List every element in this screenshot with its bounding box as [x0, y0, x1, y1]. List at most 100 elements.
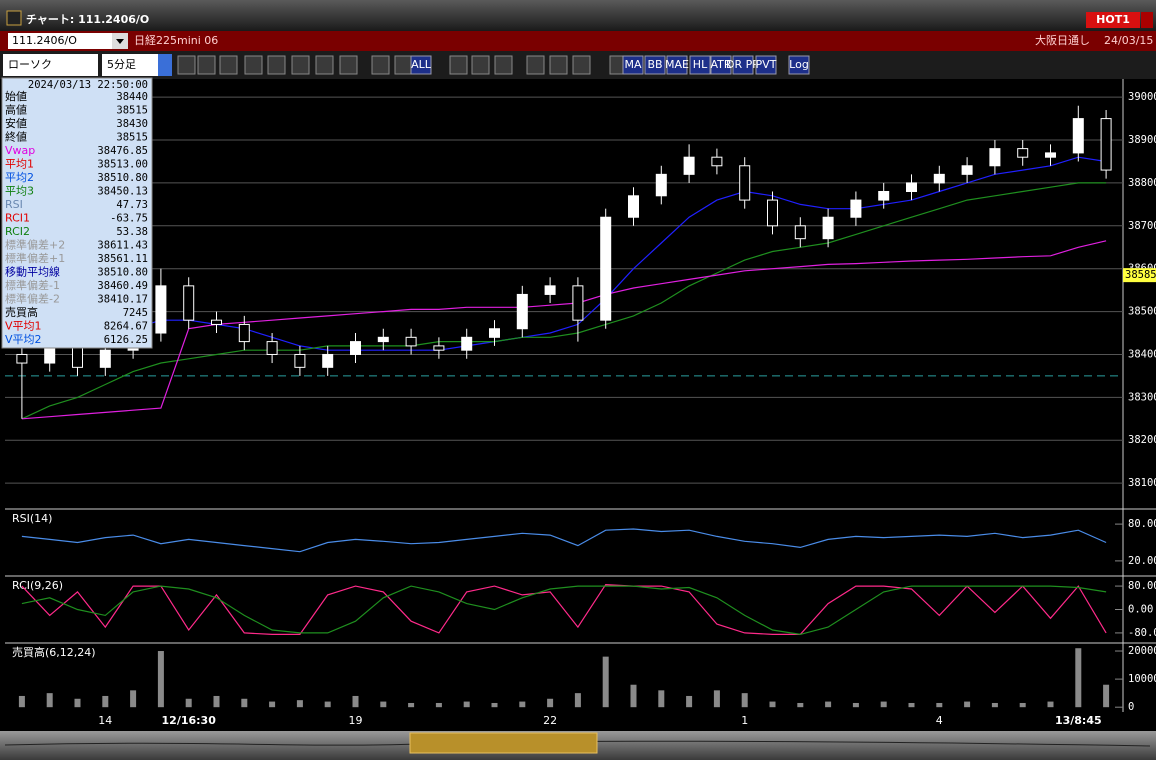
- tool-button[interactable]: [644, 55, 666, 75]
- y-tick-label: 80.00: [1128, 580, 1156, 592]
- tool-button-label[interactable]: ALL: [411, 58, 432, 71]
- hot-badge[interactable]: [1086, 12, 1140, 28]
- tool-icon[interactable]: [291, 55, 310, 75]
- x-tick-label: 1: [741, 714, 748, 727]
- symbol-input[interactable]: [8, 33, 112, 49]
- chart-type[interactable]: ローソク: [8, 58, 52, 71]
- tool-button[interactable]: [622, 55, 644, 75]
- info-value: -63.75: [110, 213, 148, 225]
- tool-button-label[interactable]: BB: [647, 58, 662, 71]
- candle-body: [989, 148, 1001, 167]
- volume-bar: [185, 698, 192, 708]
- scroll-thumb[interactable]: [409, 732, 598, 754]
- candle-body: [794, 225, 806, 240]
- tool-icon[interactable]: [526, 55, 545, 75]
- y-tick-label: 38800: [1128, 177, 1156, 189]
- x-tick-label: 4: [936, 714, 943, 727]
- interval[interactable]: 5分足: [107, 58, 136, 71]
- info-value: 38611.43: [97, 240, 148, 252]
- title-bar: [0, 0, 1156, 31]
- tool-button-label[interactable]: Log: [789, 58, 809, 71]
- candle-body: [1017, 148, 1029, 158]
- tool-button[interactable]: [710, 55, 732, 75]
- tool-button-label[interactable]: DR PR: [726, 58, 760, 71]
- tool-icon[interactable]: [449, 55, 468, 75]
- info-label: RCI2: [5, 225, 30, 238]
- y-tick-label: 20000: [1128, 645, 1156, 657]
- tool-button-label[interactable]: ATR: [710, 58, 731, 71]
- tool-icon[interactable]: [244, 55, 263, 75]
- info-label: RSI: [5, 198, 23, 211]
- tool-icon[interactable]: [394, 55, 413, 75]
- tool-button-label[interactable]: MA: [624, 58, 641, 71]
- last-price-tag: [1123, 268, 1156, 283]
- info-label: 標準偏差+2: [5, 238, 65, 252]
- candle-body: [461, 336, 473, 351]
- series-line: [21, 583, 1107, 635]
- candle-body: [683, 156, 695, 175]
- info-value: 38476.85: [97, 145, 148, 157]
- volume-bar: [964, 701, 971, 708]
- window-title: チャート: 111.2406/O: [26, 13, 149, 26]
- candle-body: [16, 353, 28, 364]
- tool-icon[interactable]: [177, 55, 196, 75]
- tool-icon[interactable]: [267, 55, 286, 75]
- candle-body: [1100, 118, 1112, 171]
- y-tick-label: 38300: [1128, 391, 1156, 403]
- tool-icon[interactable]: [572, 55, 591, 75]
- candle-body: [294, 353, 306, 368]
- tool-button[interactable]: [666, 55, 688, 75]
- candle-body: [99, 349, 111, 368]
- tool-button[interactable]: [732, 55, 754, 75]
- panel-title: RSI(14): [12, 512, 52, 525]
- candle-body: [850, 199, 862, 218]
- tool-icon[interactable]: [494, 55, 513, 75]
- plots: 3810038200383003840038500386003870038800…: [5, 79, 1156, 727]
- volume-bar: [936, 702, 943, 708]
- tool-button[interactable]: [689, 55, 711, 75]
- tool-icon[interactable]: [371, 55, 390, 75]
- tool-icon[interactable]: [471, 55, 490, 75]
- info-label: 標準偏差+1: [5, 251, 65, 265]
- candle-body: [822, 216, 834, 240]
- tool-icon[interactable]: [549, 55, 568, 75]
- candle-body: [405, 336, 417, 347]
- series-line: [21, 240, 1107, 420]
- info-background: [1, 77, 153, 349]
- tool-icon[interactable]: [197, 55, 216, 75]
- tool-icon[interactable]: [219, 55, 238, 75]
- hot-badge-text[interactable]: HOT1: [1096, 13, 1130, 26]
- dropdown-arrow: [116, 39, 124, 44]
- tool-button[interactable]: [788, 55, 810, 75]
- symbol[interactable]: 111.2406/O: [12, 34, 77, 47]
- interval-select[interactable]: [102, 54, 172, 76]
- interval-dropdown[interactable]: [158, 54, 172, 76]
- tool-button[interactable]: [755, 55, 777, 75]
- volume-bar: [1103, 684, 1110, 708]
- tool-button-label[interactable]: HL: [693, 58, 708, 71]
- volume-bar: [46, 693, 53, 708]
- info-value: 8264.67: [104, 321, 148, 333]
- header-bar: [0, 31, 1156, 51]
- candle-body: [711, 156, 723, 167]
- close-box[interactable]: [1141, 12, 1153, 28]
- info-label: 標準偏差-2: [5, 292, 60, 306]
- tool-button[interactable]: [410, 55, 432, 75]
- tool-icon[interactable]: [315, 55, 334, 75]
- info-value: 38440: [116, 91, 148, 103]
- info-value: 38513.00: [97, 159, 148, 171]
- y-tick-label: 20.00: [1128, 555, 1156, 567]
- volume-bar: [352, 695, 359, 708]
- tool-button-label[interactable]: PVT: [756, 58, 777, 71]
- volume-bar: [102, 695, 109, 708]
- volume-bar: [602, 656, 609, 708]
- volume-bar: [880, 701, 887, 708]
- candle-body: [322, 353, 334, 368]
- tool-button-label[interactable]: MAE: [665, 58, 689, 71]
- chart-type-select[interactable]: [3, 54, 98, 76]
- tool-icon[interactable]: [339, 55, 358, 75]
- volume-bar: [157, 651, 164, 708]
- y-tick-label: 0: [1128, 701, 1134, 713]
